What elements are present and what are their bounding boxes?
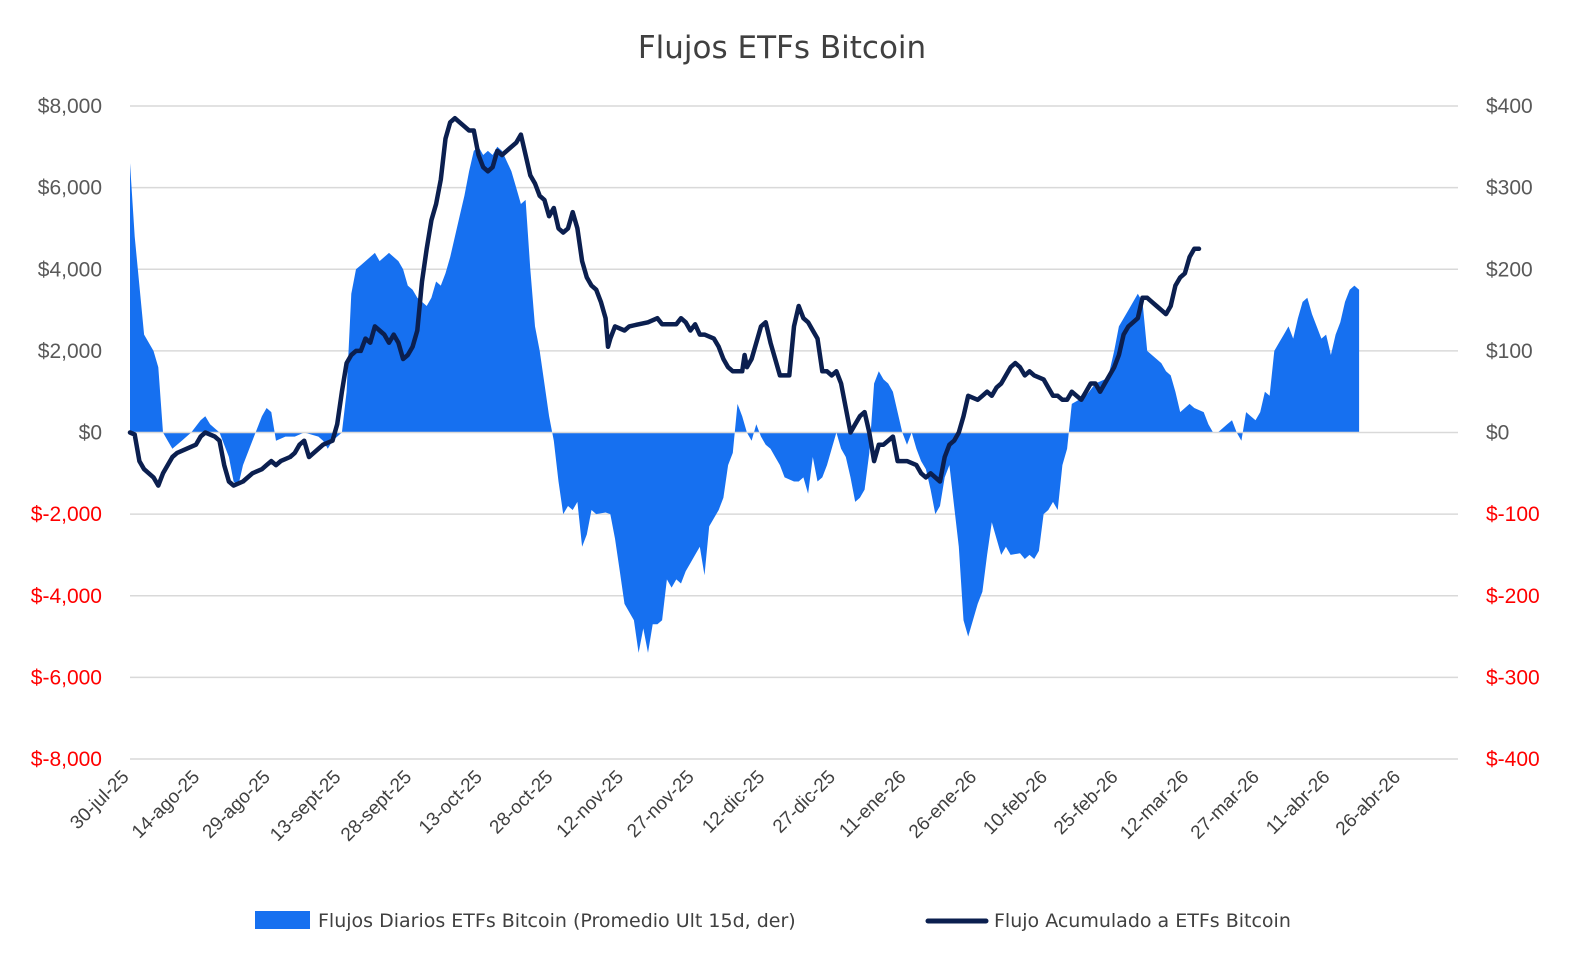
x-tick-label: 26-ene-26	[905, 767, 981, 843]
right-tick-label: $400	[1486, 95, 1533, 118]
legend: Flujos Diarios ETFs Bitcoin (Promedio Ul…	[255, 910, 1291, 932]
area-series-daily-flows	[130, 146, 1360, 653]
left-tick-label: $-2,000	[31, 503, 102, 526]
x-tick-label: 27-nov-25	[623, 767, 698, 842]
x-tick-label: 27-mar-26	[1187, 767, 1264, 844]
x-tick-label: 14-ago-25	[128, 767, 204, 843]
x-axis-ticks: 30-jul-2514-ago-2529-ago-2513-sept-2528-…	[66, 767, 1405, 846]
left-tick-label: $-8,000	[31, 748, 102, 771]
x-tick-label: 25-feb-26	[1050, 767, 1122, 839]
left-tick-label: $8,000	[38, 95, 102, 118]
x-tick-label: 29-ago-25	[199, 767, 275, 843]
right-tick-label: $200	[1486, 258, 1533, 281]
x-tick-label: 11-abr-26	[1262, 767, 1334, 839]
x-tick-label: 28-sept-25	[337, 767, 416, 846]
right-tick-label: $-100	[1486, 503, 1540, 526]
right-tick-label: $-300	[1486, 666, 1540, 689]
right-axis-ticks: $400 $300 $200 $100 $0 $-100 $-200 $-300 $-400	[1486, 95, 1540, 771]
x-tick-label: 13-oct-25	[415, 767, 487, 839]
x-tick-label: 10-feb-26	[979, 767, 1051, 839]
left-tick-label: $-6,000	[31, 666, 102, 689]
left-tick-label: $4,000	[38, 258, 102, 281]
chart-title: Flujos ETFs Bitcoin	[638, 30, 926, 66]
legend-area-label: Flujos Diarios ETFs Bitcoin (Promedio Ul…	[318, 910, 796, 932]
x-tick-label: 11-ene-26	[835, 767, 910, 842]
x-tick-label: 12-nov-25	[553, 767, 628, 842]
x-tick-label: 12-dic-25	[698, 767, 769, 838]
x-tick-label: 27-dic-25	[769, 767, 840, 838]
right-tick-label: $-200	[1486, 585, 1540, 608]
right-tick-label: $100	[1486, 340, 1533, 363]
legend-area-swatch	[255, 911, 310, 929]
left-tick-label: $-4,000	[31, 585, 102, 608]
x-tick-label: 28-oct-25	[486, 767, 558, 839]
left-tick-label: $0	[79, 422, 102, 445]
left-tick-label: $2,000	[38, 340, 102, 363]
right-tick-label: $-400	[1486, 748, 1540, 771]
x-tick-label: 12-mar-26	[1116, 767, 1193, 844]
left-axis-ticks: $8,000 $6,000 $4,000 $2,000 $0 $-2,000 $-4,000…	[31, 95, 102, 771]
area-series-layer	[130, 146, 1360, 653]
right-tick-label: $0	[1486, 422, 1509, 445]
legend-line-label: Flujo Acumulado a ETFs Bitcoin	[994, 910, 1291, 932]
right-tick-label: $300	[1486, 177, 1533, 200]
x-tick-label: 30-jul-25	[66, 767, 133, 834]
x-tick-label: 26-abr-26	[1332, 767, 1405, 840]
x-tick-label: 13-sept-25	[266, 767, 345, 846]
line-series-layer	[127, 115, 1202, 488]
line-series-cumulative-flow	[127, 115, 1202, 488]
left-tick-label: $6,000	[38, 177, 102, 200]
